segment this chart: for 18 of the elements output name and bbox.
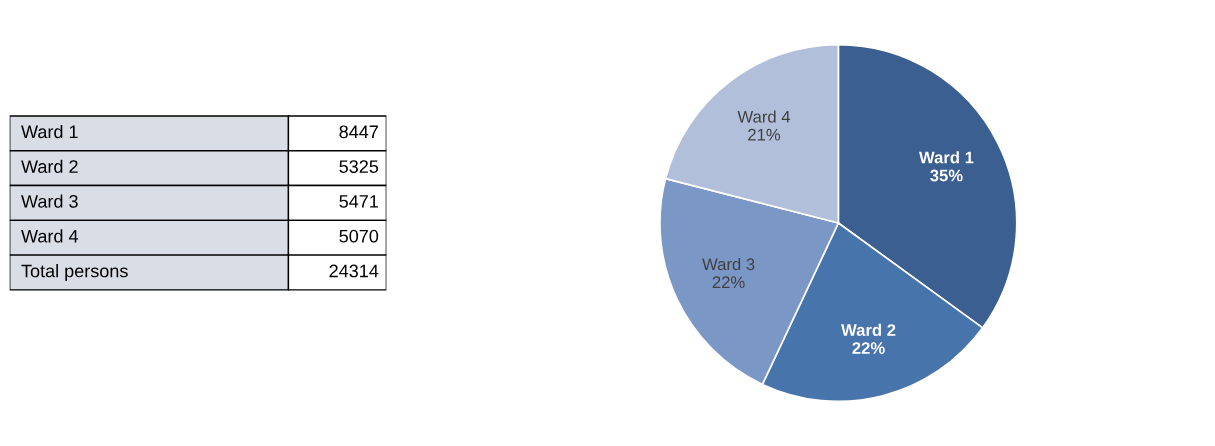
data-label: 22%	[852, 342, 885, 354]
category-label: Ward 2	[21, 159, 78, 173]
slice-label: Ward 1	[918, 151, 974, 164]
slice-label: Ward 4	[737, 110, 791, 123]
data-label: 5070	[339, 229, 379, 243]
slice-label: Ward 3	[702, 257, 755, 271]
category-label: Ward 1	[21, 124, 78, 139]
text: 24314	[329, 264, 379, 278]
slice-label: Ward 2	[841, 323, 896, 336]
data-label: 21%	[748, 128, 781, 141]
data-label: 5325	[339, 160, 379, 173]
data-label: 8447	[339, 125, 378, 139]
data-label: 35%	[930, 169, 963, 182]
category-label: Ward 4	[21, 229, 79, 243]
category-label: Ward 3	[21, 194, 78, 208]
text: Total persons	[21, 264, 128, 281]
data-label: 5471	[339, 195, 378, 208]
data-label: 22%	[712, 276, 745, 289]
